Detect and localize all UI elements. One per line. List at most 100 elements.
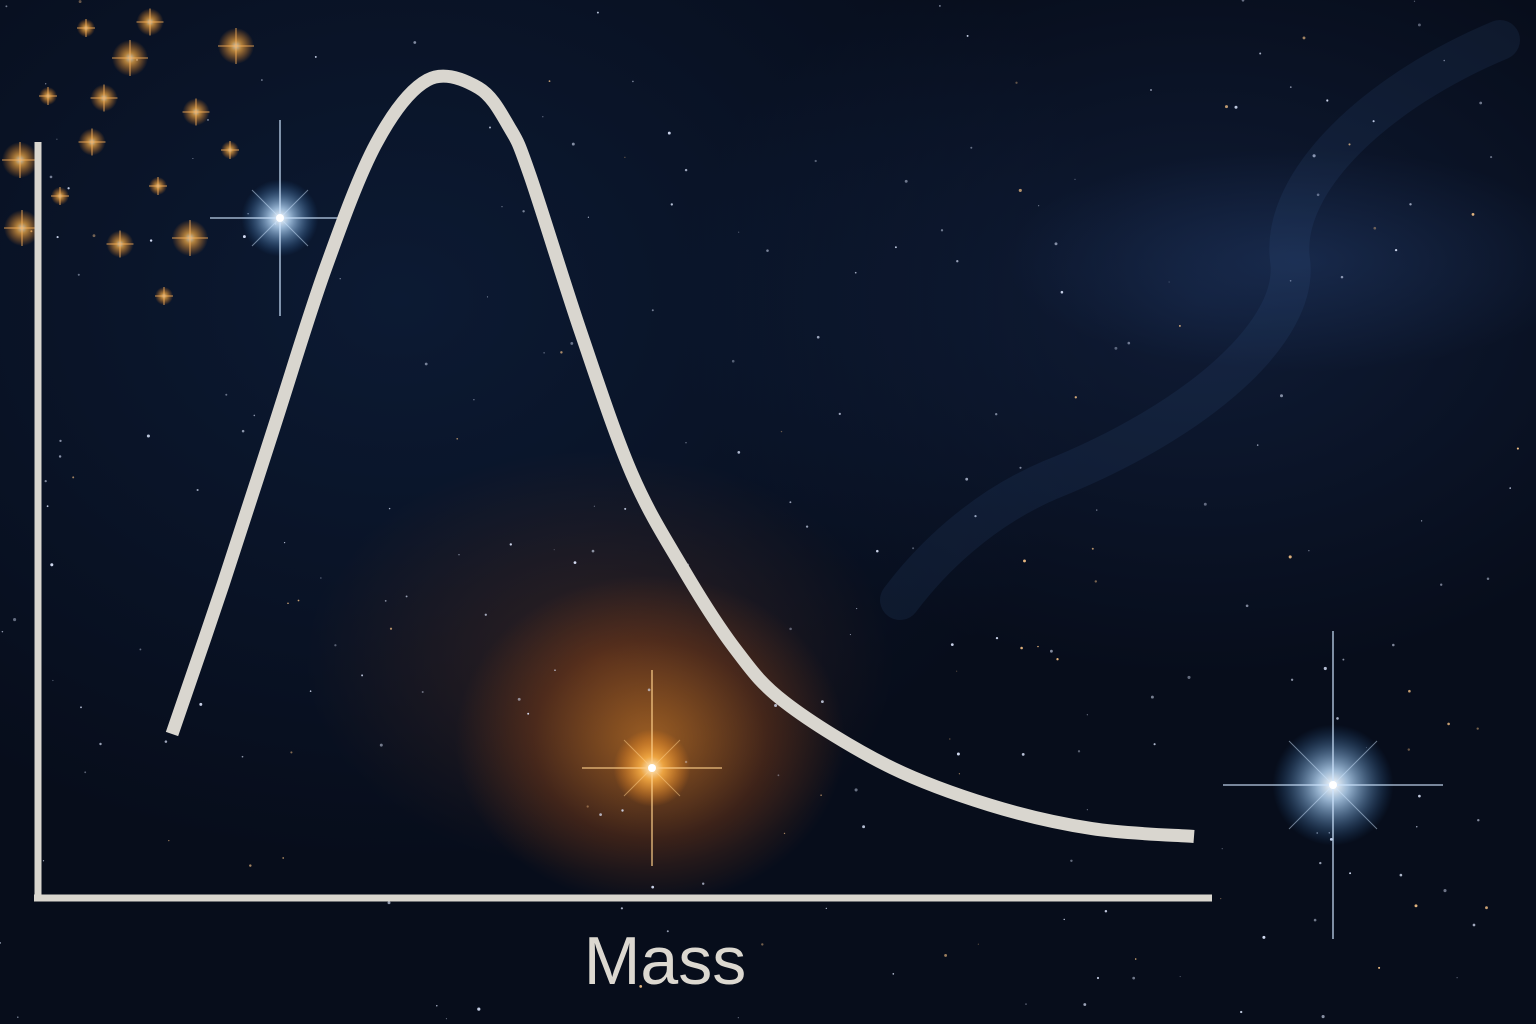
- background-star: [825, 907, 827, 910]
- background-star: [1407, 748, 1411, 751]
- cluster-star: [221, 141, 239, 159]
- background-star: [1083, 1003, 1087, 1006]
- background-star: [290, 751, 293, 754]
- background-star: [1104, 910, 1108, 913]
- background-star: [72, 476, 75, 479]
- background-star: [1289, 86, 1292, 88]
- background-star: [1280, 394, 1283, 398]
- background-star: [944, 953, 948, 957]
- background-star: [892, 973, 895, 975]
- galaxy-arm: [880, 20, 1520, 620]
- background-star: [805, 525, 809, 528]
- background-star: [1060, 290, 1064, 294]
- background-star: [1096, 509, 1098, 511]
- background-star: [639, 985, 643, 988]
- background-star: [958, 773, 960, 775]
- background-star: [1020, 646, 1023, 650]
- background-star: [1224, 105, 1229, 109]
- background-star: [287, 602, 289, 604]
- background-star: [1074, 178, 1076, 181]
- background-star: [67, 187, 70, 190]
- background-star: [458, 553, 460, 556]
- background-star: [1179, 976, 1181, 978]
- background-star: [894, 246, 897, 249]
- background-star: [956, 670, 958, 672]
- background-star: [1290, 678, 1294, 681]
- background-star: [995, 636, 999, 640]
- background-star: [1256, 444, 1259, 446]
- cluster-star: [155, 287, 173, 305]
- background-star: [50, 563, 54, 567]
- background-star: [621, 809, 624, 812]
- background-star: [77, 273, 80, 276]
- background-star: [242, 235, 246, 239]
- background-star: [1259, 52, 1262, 55]
- background-star: [1063, 918, 1065, 921]
- background-star: [761, 943, 764, 946]
- background-star: [1509, 487, 1511, 489]
- background-star: [1349, 872, 1352, 875]
- background-star: [593, 505, 596, 507]
- background-star: [1378, 966, 1381, 969]
- background-star: [667, 131, 671, 135]
- background-star: [774, 703, 778, 708]
- background-star: [1392, 643, 1395, 647]
- background-star: [1023, 559, 1026, 563]
- background-star: [542, 116, 544, 118]
- background-star: [80, 706, 82, 709]
- background-star: [501, 206, 503, 208]
- background-star: [596, 11, 599, 14]
- background-star: [421, 690, 424, 694]
- background-star: [99, 742, 102, 746]
- background-star: [1234, 105, 1238, 109]
- background-star: [1134, 958, 1137, 960]
- background-star: [527, 712, 530, 715]
- background-star: [384, 600, 387, 602]
- background-star: [139, 648, 142, 651]
- background-star: [977, 943, 979, 945]
- background-star: [1476, 727, 1479, 730]
- cluster-star: [182, 98, 210, 126]
- background-star: [949, 738, 951, 740]
- background-star: [1316, 193, 1320, 197]
- background-star: [599, 813, 602, 816]
- background-star: [1289, 279, 1292, 282]
- cluster-star: [136, 8, 164, 36]
- background-star: [553, 549, 555, 551]
- background-star: [1416, 826, 1418, 828]
- background-star: [45, 83, 47, 85]
- background-star: [1336, 717, 1339, 720]
- background-star: [334, 644, 337, 647]
- background-star: [1168, 281, 1170, 283]
- background-star: [560, 351, 563, 354]
- background-star: [783, 832, 786, 835]
- background-star: [1372, 120, 1375, 123]
- background-star: [1420, 520, 1423, 522]
- background-star: [46, 505, 49, 508]
- background-star: [1443, 889, 1447, 893]
- background-star: [543, 352, 545, 354]
- background-star: [1312, 154, 1316, 158]
- background-star: [1220, 897, 1222, 900]
- background-star: [956, 752, 960, 756]
- background-star: [405, 595, 408, 598]
- background-star: [1070, 859, 1073, 863]
- background-star: [1417, 23, 1421, 27]
- background-star: [339, 278, 341, 280]
- background-star: [241, 429, 245, 433]
- background-star: [5, 5, 8, 8]
- background-star: [1150, 695, 1154, 699]
- background-star: [1308, 550, 1310, 552]
- background-star: [854, 788, 858, 792]
- background-star: [1516, 447, 1519, 450]
- background-star: [387, 901, 391, 905]
- background-star: [436, 1005, 438, 1007]
- background-star: [737, 1017, 739, 1019]
- background-star: [670, 203, 673, 206]
- background-star: [737, 451, 741, 454]
- background-star: [1050, 649, 1053, 653]
- background-star: [1127, 341, 1131, 345]
- background-star: [789, 501, 792, 504]
